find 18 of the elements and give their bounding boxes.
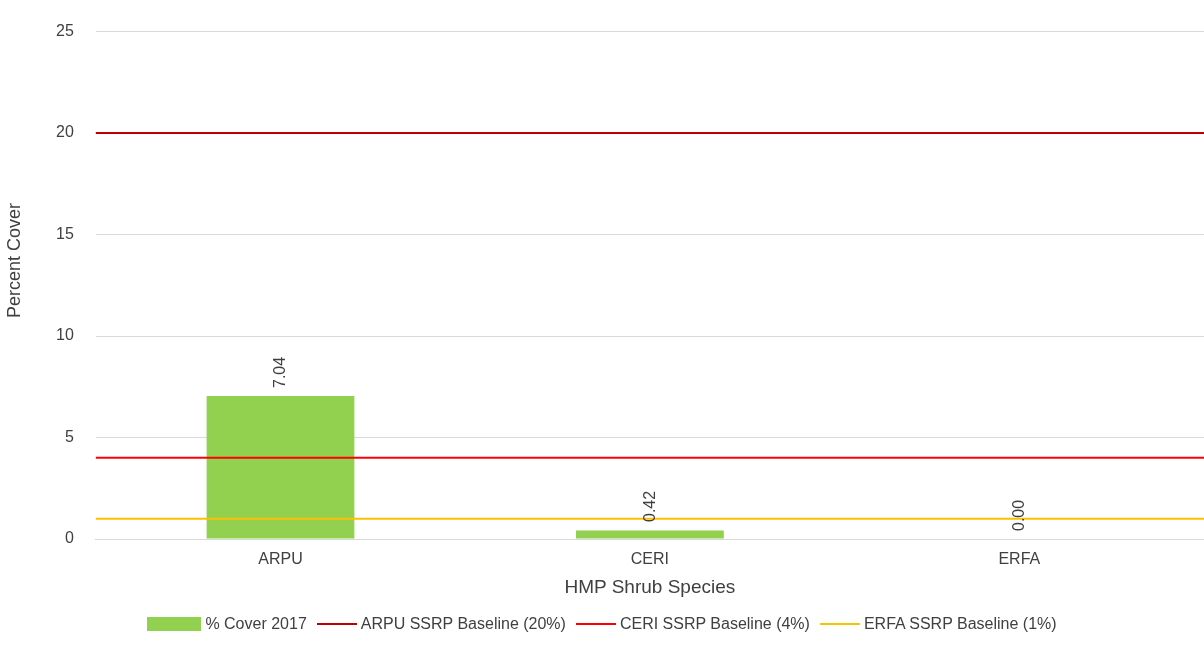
y-tick-label: 0 xyxy=(64,529,74,547)
text: 0.00 xyxy=(1010,499,1028,531)
x-tick-label: CERI xyxy=(630,550,670,568)
x-tick-label: ARPU xyxy=(258,550,303,568)
y-tick-label: 25 xyxy=(56,22,74,40)
y-tick-label: 15 xyxy=(56,224,74,242)
legend-label: ARPU SSRP Baseline (20%) xyxy=(359,615,566,633)
x-axis-title: HMP Shrub Species xyxy=(564,575,736,597)
legend-label: ERFA SSRP Baseline (1%) xyxy=(862,615,1057,633)
y-tick-label: 20 xyxy=(56,123,74,141)
legend-label: CERI SSRP Baseline (4%) xyxy=(618,615,810,633)
y-tick-label: 10 xyxy=(56,326,74,344)
legend-label: % Cover 2017 xyxy=(204,615,307,633)
y-tick-label: 5 xyxy=(64,427,74,445)
x-tick-label: ERFA xyxy=(998,550,1041,568)
text: 7.04 xyxy=(271,356,289,389)
y-axis-title: Percent Cover xyxy=(4,202,25,319)
text: 0.42 xyxy=(640,491,658,523)
